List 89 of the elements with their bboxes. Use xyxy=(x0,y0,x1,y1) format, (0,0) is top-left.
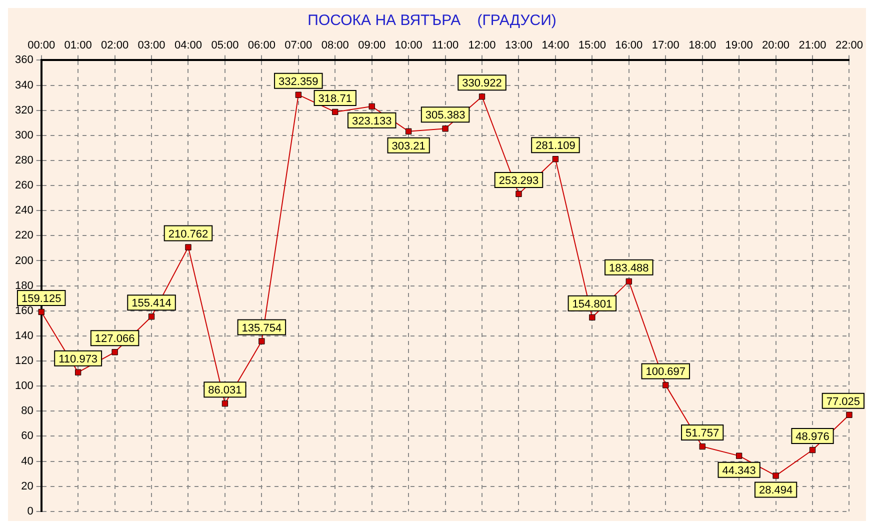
x-tick-label: 18:00 xyxy=(688,40,716,52)
data-label: 303.21 xyxy=(392,140,426,152)
data-label: 51.757 xyxy=(686,428,720,440)
y-tick-label: 140 xyxy=(14,330,34,342)
data-label: 77.025 xyxy=(826,396,860,408)
x-tick-label: 08:00 xyxy=(321,40,349,52)
data-label: 154.801 xyxy=(572,298,612,310)
x-tick-label: 10:00 xyxy=(394,40,422,52)
y-tick-label: 340 xyxy=(14,79,34,92)
y-tick-label: 260 xyxy=(14,180,34,192)
data-label: 48.976 xyxy=(796,431,830,444)
point xyxy=(74,369,82,376)
y-tick-label: 80 xyxy=(21,405,34,418)
point xyxy=(295,92,302,98)
point xyxy=(809,446,816,454)
y-tick-label: 200 xyxy=(14,254,34,267)
y-tick-label: 120 xyxy=(14,355,34,368)
data-label: 210.762 xyxy=(168,228,208,240)
point xyxy=(626,278,632,285)
x-tick-label: 20:00 xyxy=(762,40,790,52)
point xyxy=(516,190,522,198)
data-label: 155.414 xyxy=(132,298,172,310)
x-tick-label: 00:00 xyxy=(28,40,56,52)
point xyxy=(222,400,228,407)
y-tick-label: 160 xyxy=(14,304,34,317)
data-label: 110.973 xyxy=(58,353,98,366)
point xyxy=(772,472,779,479)
x-tick-label: 09:00 xyxy=(358,40,386,52)
data-label: 127.066 xyxy=(94,333,135,346)
x-tick-label: 22:00 xyxy=(835,40,863,52)
x-tick-label: 02:00 xyxy=(101,40,129,52)
point xyxy=(258,338,265,344)
y-tick-label: 20 xyxy=(21,480,34,492)
x-tick-label: 05:00 xyxy=(211,40,239,52)
x-tick-label: 04:00 xyxy=(174,40,202,52)
x-tick-label: 07:00 xyxy=(284,40,312,52)
point xyxy=(552,156,559,162)
point xyxy=(442,126,448,132)
y-tick-label: 280 xyxy=(14,154,34,166)
data-label: 253.293 xyxy=(498,174,539,187)
data-label: 44.343 xyxy=(722,464,756,477)
point xyxy=(368,103,375,110)
data-label: 332.359 xyxy=(278,76,318,88)
data-label: 86.031 xyxy=(208,384,242,397)
y-tick-label: 180 xyxy=(14,280,34,292)
x-tick-label: 14:00 xyxy=(542,40,570,52)
data-label: 28.494 xyxy=(758,484,793,497)
x-tick-label: 11:00 xyxy=(432,40,459,52)
x-tick-label: 16:00 xyxy=(615,40,643,52)
data-label: 281.109 xyxy=(536,140,576,152)
point xyxy=(405,128,412,134)
point xyxy=(662,382,669,388)
data-label: 323.133 xyxy=(352,115,392,128)
chart-title: ПОСОКА НА ВЯТЪРА (ГРАДУСИ) xyxy=(308,12,556,30)
point xyxy=(699,443,706,450)
data-label: 318.71 xyxy=(318,92,352,105)
data-label: 183.488 xyxy=(609,262,649,274)
point xyxy=(332,108,338,116)
point xyxy=(846,412,852,418)
y-tick-label: 300 xyxy=(14,129,34,142)
x-tick-label: 03:00 xyxy=(138,40,166,52)
x-tick-label: 17:00 xyxy=(652,40,680,52)
point xyxy=(185,244,192,250)
y-tick-label: 240 xyxy=(14,204,34,217)
x-tick-label: 12:00 xyxy=(468,40,496,52)
data-label: 330.922 xyxy=(462,78,502,90)
y-tick-label: 100 xyxy=(14,380,34,392)
x-tick-label: 19:00 xyxy=(725,40,753,52)
point xyxy=(148,314,155,320)
data-label: 159.125 xyxy=(21,292,62,305)
point xyxy=(112,349,118,356)
y-tick-label: 60 xyxy=(21,430,34,442)
data-label: 135.754 xyxy=(242,322,282,334)
x-tick-label: 13:00 xyxy=(504,40,533,52)
x-tick-label: 15:00 xyxy=(578,40,606,52)
y-tick-label: 360 xyxy=(14,54,34,66)
y-tick-label: 40 xyxy=(21,455,34,468)
x-tick-label: 21:00 xyxy=(798,40,826,52)
data-label: 100.697 xyxy=(646,366,686,378)
point xyxy=(478,94,486,100)
y-tick-label: 0 xyxy=(27,505,34,518)
x-tick-label: 01:00 xyxy=(64,40,92,52)
data-label: 305.383 xyxy=(425,110,466,122)
point xyxy=(589,314,596,320)
y-tick-label: 320 xyxy=(14,104,34,116)
y-tick-label: 220 xyxy=(14,230,34,242)
point xyxy=(38,308,44,316)
x-tick-label: 06:00 xyxy=(248,40,276,52)
point xyxy=(736,452,742,459)
